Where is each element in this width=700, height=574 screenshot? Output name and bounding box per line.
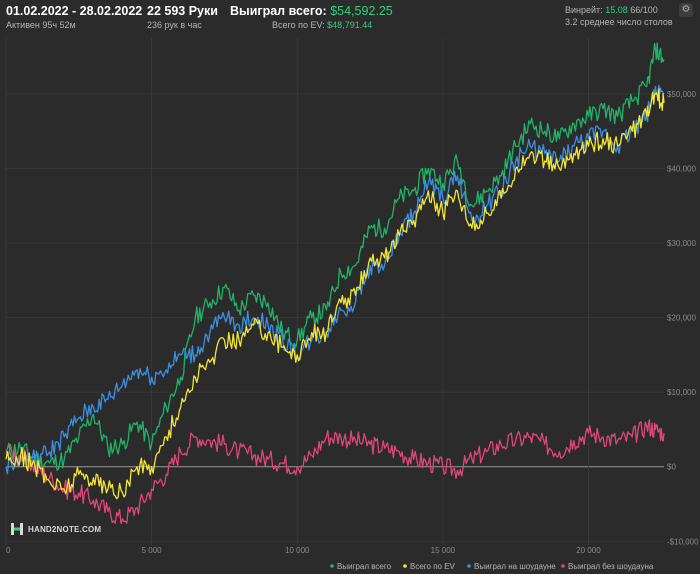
active-time: Активен 95ч 52м [6,20,76,30]
winrate-label: Винрейт: [565,5,603,15]
y-tick-label: $30,000 [667,239,696,248]
date-range[interactable]: 01.02.2022 - 28.02.2022 [6,4,143,18]
legend-marker [467,564,471,568]
legend-label: Всего по EV [410,562,456,571]
hands-count: 22 593 Руки [147,4,218,18]
series-line [5,84,665,475]
legend-marker [403,564,407,568]
legend-marker [561,564,565,568]
winrate: Винрейт: 15.08 66/100 [565,5,658,15]
x-tick-label: 10 000 [285,546,310,555]
series-line [5,419,665,525]
chart-grid [5,38,664,545]
winrate-total: 66/100 [630,5,658,15]
x-axis-ticks: 0 5 000 10 000 15 000 20 000 [6,546,601,555]
legend-label: Выиграл всего [337,562,392,571]
hand2note-logo: HAND2NOTE.COM [10,522,101,536]
ev-total-value: $48,791.44 [327,20,373,30]
settings-gear-icon[interactable]: ⚙ [679,3,693,17]
legend-label: Выиграл на шоудауне [474,562,556,571]
y-tick-label: -$10,000 [667,537,699,546]
logo-text: HAND2NOTE.COM [28,524,102,534]
winrate-value: 15.08 [605,5,628,15]
chart-series [5,42,665,525]
x-tick-label: 15 000 [431,546,456,555]
y-axis-ticks: -$10,000 $0 $10,000 $20,000 $30,000 $40,000 $5… [667,90,699,546]
y-tick-label: $50,000 [667,90,696,99]
series-line [5,88,665,500]
x-tick-label: 5 000 [142,546,163,555]
won-total-label: Выиграл всего: [230,4,327,18]
ev-total-label: Всего по EV: [272,20,325,30]
legend-marker [330,564,334,568]
h2n-logo-icon [11,523,23,535]
x-tick-label: 20 000 [576,546,601,555]
series-line [5,42,665,471]
y-tick-label: $20,000 [667,314,696,323]
legend-label: Выиграл без шоудауна [568,562,654,571]
ev-total: Всего по EV: $48,791.44 [272,20,372,30]
y-tick-label: $10,000 [667,388,696,397]
avg-tables: 3.2 среднее число столов [565,17,673,27]
chart-legend[interactable]: Выиграл всего Всего по EV Выиграл на шоуда… [330,562,654,571]
won-total-value: $54,592.25 [330,4,393,18]
won-total: Выиграл всего: $54,592.25 [230,4,393,18]
y-tick-label: $0 [667,463,676,472]
y-tick-label: $40,000 [667,164,696,173]
x-tick-label: 0 [6,546,11,555]
hands-per-hour: 236 рук в час [147,20,202,30]
